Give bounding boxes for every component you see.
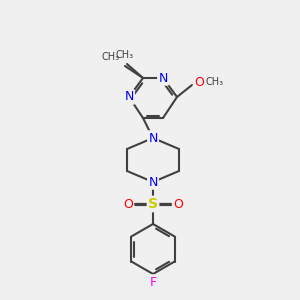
Text: N: N	[158, 71, 168, 85]
Text: N: N	[124, 91, 134, 103]
Text: N: N	[148, 176, 158, 188]
Text: S: S	[148, 197, 158, 211]
Text: O: O	[194, 76, 204, 88]
Text: O: O	[173, 197, 183, 211]
Text: CH₃: CH₃	[206, 77, 224, 87]
Text: O: O	[123, 197, 133, 211]
Text: CH₃: CH₃	[102, 52, 120, 62]
Text: CH₃: CH₃	[116, 50, 134, 60]
Text: N: N	[148, 131, 158, 145]
Text: F: F	[149, 275, 157, 289]
